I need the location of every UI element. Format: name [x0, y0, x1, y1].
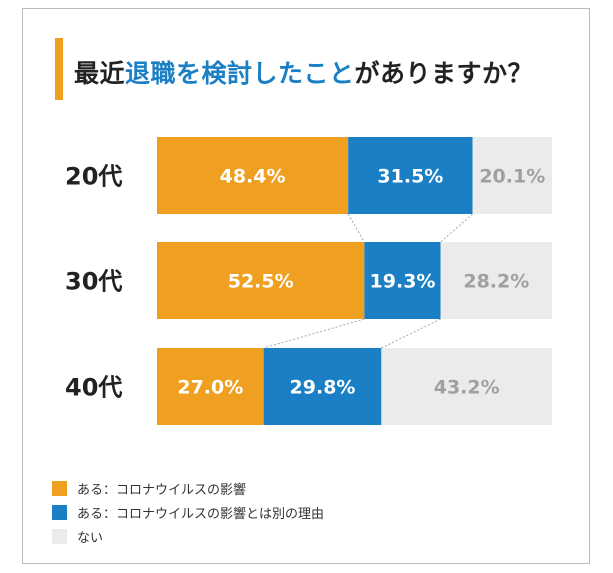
legend-swatch: [52, 480, 67, 496]
connector-line: [381, 318, 441, 349]
bar-segment: [263, 348, 382, 425]
connector-line: [347, 213, 365, 243]
data-label: 31.5%: [377, 166, 443, 188]
category-label: 30代: [65, 268, 122, 296]
legend-item: ある：コロナウイルスの影響: [52, 476, 324, 500]
data-label: 52.5%: [228, 271, 294, 293]
data-label: 19.3%: [370, 271, 436, 293]
legend: ある：コロナウイルスの影響 ある：コロナウイルスの影響とは別の理由 ない: [52, 476, 324, 548]
data-label: 48.4%: [220, 166, 286, 188]
legend-swatch: [52, 528, 67, 544]
title-part: がありますか？: [354, 59, 534, 88]
bar-segment: [381, 348, 552, 425]
data-label: 20.1%: [479, 166, 545, 188]
legend-label: ない: [77, 530, 104, 546]
title-highlight: 退職を検討したこと: [125, 59, 355, 88]
connector-line: [440, 213, 473, 243]
bar-segment: [157, 348, 264, 425]
title-part: 最近: [74, 59, 126, 88]
chart-frame: [22, 8, 590, 564]
legend-swatch: [52, 504, 67, 520]
bar-segment: [364, 242, 441, 319]
category-label: 40代: [65, 374, 122, 402]
category-label: 20代: [65, 163, 122, 191]
connector-line: [263, 318, 365, 349]
legend-label: ある：コロナウイルスの影響: [77, 482, 247, 498]
data-label: 28.2%: [463, 271, 529, 293]
legend-label: ある：コロナウイルスの影響とは別の理由: [77, 506, 325, 522]
bar-segment: [348, 137, 473, 214]
title-accent-bar: [55, 38, 63, 100]
bar-segment: [157, 137, 349, 214]
legend-item: ない: [52, 524, 324, 548]
bar-segment: [157, 242, 365, 319]
data-label: 43.2%: [434, 377, 500, 399]
data-label: 29.8%: [290, 377, 356, 399]
bar-segment: [440, 242, 552, 319]
legend-item: ある：コロナウイルスの影響とは別の理由: [52, 500, 324, 524]
chart-title: 最近退職を検討したことがありますか？: [74, 54, 533, 90]
bar-segment: [472, 137, 552, 214]
data-label: 27.0%: [177, 377, 243, 399]
